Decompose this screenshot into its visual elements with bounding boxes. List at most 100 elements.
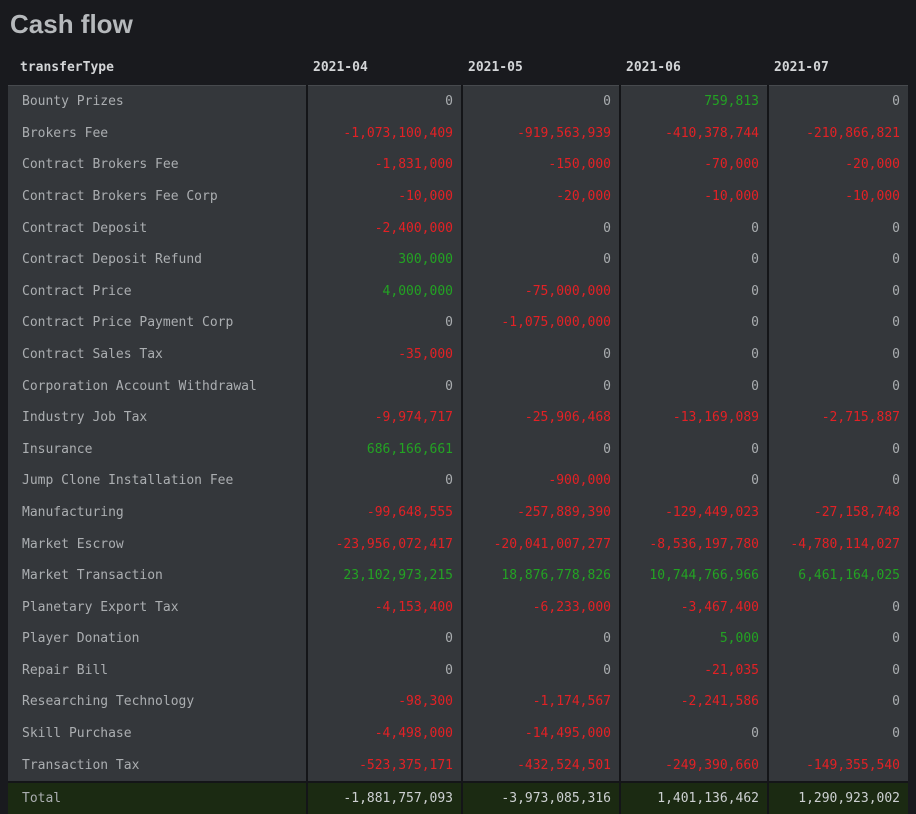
row-label: Market Transaction [8, 559, 307, 592]
cell-value: 0 [461, 243, 620, 276]
table-row: Manufacturing -99,648,555 -257,889,390 -129… [8, 496, 908, 529]
cell-value: -8,536,197,780 [619, 528, 768, 560]
cell-value: -2,241,586 [619, 686, 768, 718]
cell-value: -25,906,468 [461, 401, 620, 434]
cell-value: -210,866,821 [767, 117, 908, 150]
cell-value: -150,000 [461, 149, 620, 181]
cell-value: 300,000 [306, 243, 462, 276]
row-label: Industry Job Tax [8, 401, 307, 434]
cell-value: 0 [767, 370, 908, 402]
cell-value: 0 [767, 212, 908, 244]
cell-value: -1,073,100,409 [306, 117, 462, 150]
table-row: Planetary Export Tax -4,153,400 -6,233,000… [8, 591, 908, 623]
row-label: Market Escrow [8, 528, 307, 560]
cell-value: 0 [767, 622, 908, 655]
row-label: Contract Brokers Fee [8, 149, 307, 181]
row-label: Contract Sales Tax [8, 338, 307, 371]
cell-value: -3,467,400 [619, 591, 768, 623]
table-row: Insurance 686,166,661 0 0 0 [8, 433, 908, 466]
cell-value: 0 [767, 717, 908, 750]
cell-value: 0 [461, 338, 620, 371]
table-row: Researching Technology -98,300 -1,174,567-… [8, 686, 908, 718]
cell-value: 4,000,000 [306, 275, 462, 308]
cell-value: -98,300 [306, 686, 462, 718]
page-title: Cash flow [10, 9, 133, 39]
table-row: Player Donation 0 0 5,000 0 [8, 622, 908, 655]
cell-value: 0 [306, 622, 462, 655]
cell-value: 0 [306, 84, 462, 118]
cell-value: -129,449,023 [619, 496, 768, 529]
row-label: Contract Brokers Fee Corp [8, 180, 307, 213]
table-row: Jump Clone Installation Fee 0 -900,000 0 0 [8, 465, 908, 497]
row-label: Bounty Prizes [8, 84, 307, 118]
cell-value: -410,378,744 [619, 117, 768, 150]
table-row: Brokers Fee -1,073,100,409 -919,563,939 -41… [8, 117, 908, 150]
total-value: 1,401,136,462 [619, 780, 768, 814]
table-row: Bounty Prizes 0 0 759,813 0 [8, 84, 908, 118]
cell-value: -20,000 [767, 149, 908, 181]
cell-value: 0 [306, 307, 462, 339]
cell-value: -14,495,000 [461, 717, 620, 750]
row-label: Contract Deposit Refund [8, 243, 307, 276]
cell-value: -70,000 [619, 149, 768, 181]
cell-value: 0 [767, 591, 908, 623]
row-label: Corporation Account Withdrawal [8, 370, 307, 402]
cell-value: -149,355,540 [767, 749, 908, 782]
table-row: Transaction Tax -523,375,171 -432,524,501-… [8, 749, 908, 782]
cell-value: 0 [619, 717, 768, 750]
row-label: Repair Bill [8, 654, 307, 687]
cell-value: -2,715,887 [767, 401, 908, 434]
cell-value: 0 [619, 433, 768, 466]
table-row: Repair Bill 0 0 -21,035 0 [8, 654, 908, 687]
cell-value: 0 [767, 307, 908, 339]
total-value: -1,881,757,093 [306, 780, 462, 814]
cell-value: 0 [461, 433, 620, 466]
cell-value: -20,041,007,277 [461, 528, 620, 560]
cell-value: 0 [767, 433, 908, 466]
cell-value: -919,563,939 [461, 117, 620, 150]
table-row: Contract Deposit Refund 300,000 0 0 0 [8, 243, 908, 276]
cell-value: -35,000 [306, 338, 462, 371]
cell-value: 0 [767, 275, 908, 308]
cell-value: -6,233,000 [461, 591, 620, 623]
column-header-2021-04: 2021-04 [313, 59, 368, 75]
cell-value: 0 [767, 243, 908, 276]
cell-value: 0 [619, 465, 768, 497]
row-label: Insurance [8, 433, 307, 466]
total-value: 1,290,923,002 [767, 780, 908, 814]
total-row: Total -1,881,757,093 -3,973,085,316 1,401,1… [8, 780, 908, 814]
cell-value: -23,956,072,417 [306, 528, 462, 560]
cell-value: -27,158,748 [767, 496, 908, 529]
cell-value: -9,974,717 [306, 401, 462, 434]
cell-value: 10,744,766,966 [619, 559, 768, 592]
cell-value: -20,000 [461, 180, 620, 213]
cashflow-table: transferType 2021-04 2021-05 2021-06 2021-07… [8, 51, 908, 814]
cell-value: -249,390,660 [619, 749, 768, 782]
cell-value: 0 [619, 275, 768, 308]
table-footer: Total -1,881,757,093 -3,973,085,316 1,401,1… [8, 780, 908, 814]
cell-value: -1,075,000,000 [461, 307, 620, 339]
row-label: Contract Deposit [8, 212, 307, 244]
cell-value: -10,000 [306, 180, 462, 213]
cell-value: -1,174,567 [461, 686, 620, 718]
cell-value: 0 [767, 654, 908, 687]
cell-value: 0 [461, 622, 620, 655]
cell-value: -21,035 [619, 654, 768, 687]
table-body: Bounty Prizes 0 0 759,813 0 Brokers Fee -1,073… [8, 84, 908, 782]
table-row: Contract Price 4,000,000 -75,000,000 0 0 [8, 275, 908, 308]
table-header: transferType 2021-04 2021-05 2021-06 2021-07 [8, 51, 908, 86]
row-label: Manufacturing [8, 496, 307, 529]
row-label: Player Donation [8, 622, 307, 655]
row-label: Jump Clone Installation Fee [8, 465, 307, 497]
cell-value: 0 [619, 307, 768, 339]
cell-value: -257,889,390 [461, 496, 620, 529]
cell-value: 0 [767, 338, 908, 371]
table-row: Contract Brokers Fee Corp -10,000 -20,000-… [8, 180, 908, 213]
total-value: -3,973,085,316 [461, 780, 620, 814]
cell-value: -75,000,000 [461, 275, 620, 308]
cell-value: 0 [767, 84, 908, 118]
cell-value: 6,461,164,025 [767, 559, 908, 592]
cell-value: 0 [306, 465, 462, 497]
cell-value: -10,000 [767, 180, 908, 213]
cell-value: 759,813 [619, 84, 768, 118]
